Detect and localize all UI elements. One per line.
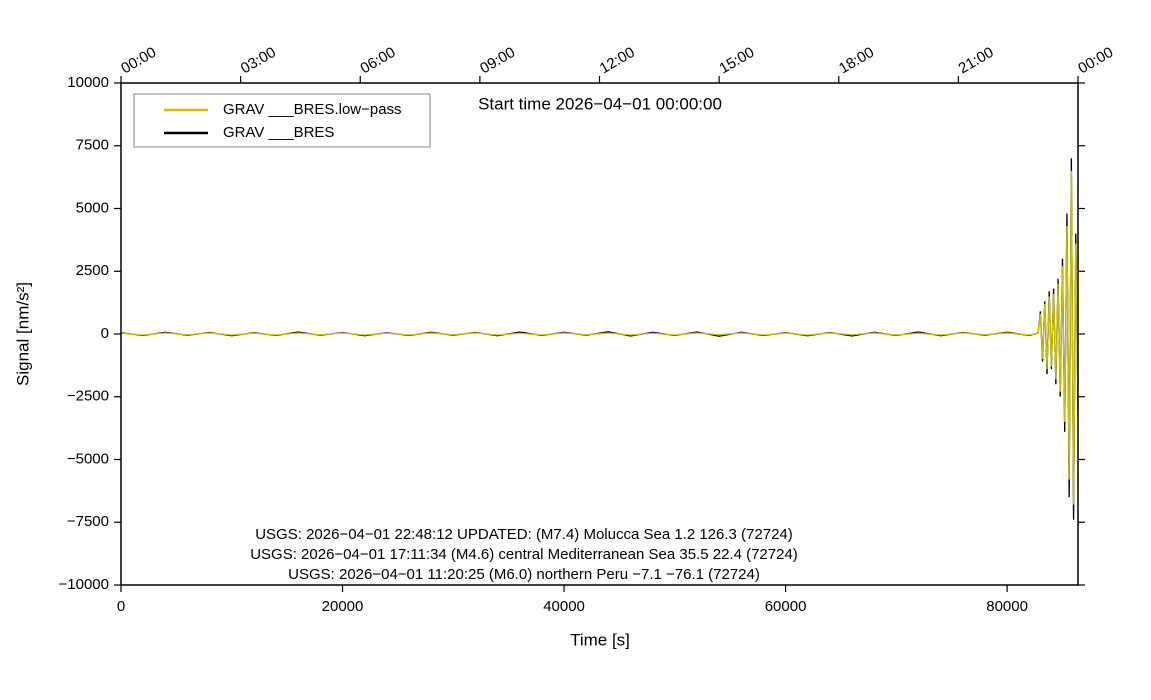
legend-box (133, 93, 431, 148)
top-x-tick-label: 18:00 (836, 44, 877, 77)
series-line (120, 158, 1079, 520)
legend-label: GRAV ___BRES.low−pass (223, 101, 402, 118)
top-x-tick-label: 00:00 (1075, 44, 1116, 77)
top-x-tick-label: 00:00 (118, 44, 159, 77)
legend-label: GRAV ___BRES (223, 124, 334, 141)
top-x-tick-label: 06:00 (357, 44, 398, 77)
x-tick-label: 20000 (322, 598, 364, 615)
annotation: USGS: 2026−04−01 22:48:12 UPDATED: (M7.4… (255, 526, 793, 543)
y-tick-label: −10000 (59, 576, 109, 593)
top-x-tick-label: 15:00 (716, 44, 757, 77)
x-tick-label: 60000 (765, 598, 807, 615)
top-x-tick-label: 21:00 (956, 44, 997, 77)
y-tick-label: 2500 (76, 262, 109, 279)
series-line (120, 170, 1079, 505)
x-axis-label: Time [s] (570, 630, 630, 649)
top-x-tick-label: 12:00 (597, 44, 638, 77)
y-tick-label: 0 (101, 325, 109, 342)
top-x-tick-label: 03:00 (238, 44, 279, 77)
x-tick-label: 0 (117, 598, 125, 615)
y-tick-label: 5000 (76, 199, 109, 216)
x-tick-label: 80000 (986, 598, 1028, 615)
x-tick-label: 40000 (543, 598, 585, 615)
y-tick-label: −7500 (67, 513, 109, 530)
plot-frame (120, 82, 1079, 586)
y-tick-label: −5000 (67, 450, 109, 467)
chart-title: Start time 2026−04−01 00:00:00 (478, 94, 722, 113)
y-axis-label: Signal [nm/s²] (13, 282, 32, 386)
y-tick-label: 7500 (76, 137, 109, 154)
top-x-tick-label: 09:00 (477, 44, 518, 77)
y-tick-label: 10000 (67, 74, 109, 91)
y-tick-label: −2500 (67, 388, 109, 405)
annotation: USGS: 2026−04−01 17:11:34 (M4.6) central… (250, 546, 798, 563)
annotation: USGS: 2026−04−01 11:20:25 (M6.0) norther… (288, 566, 760, 583)
